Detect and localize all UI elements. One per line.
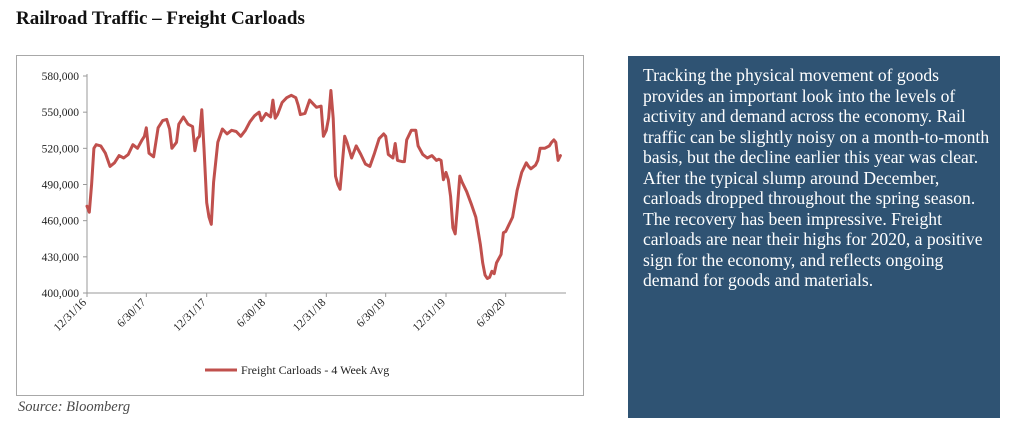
y-tick-label: 430,000	[42, 252, 80, 264]
y-tick-label: 460,000	[42, 216, 80, 228]
source-note: Source: Bloomberg	[18, 399, 131, 415]
x-tick-label: 6/30/20	[474, 296, 508, 330]
x-tick-label: 6/30/19	[354, 296, 388, 330]
commentary-panel: Tracking the physical movement of goods …	[628, 56, 1000, 418]
x-tick-label: 6/30/17	[115, 296, 149, 330]
y-tick-label: 550,000	[42, 107, 80, 119]
x-tick-label: 12/31/16	[52, 296, 90, 334]
legend-label: Freight Carloads - 4 Week Avg	[241, 363, 389, 377]
x-tick-label: 12/31/18	[291, 296, 329, 334]
x-tick-label: 12/31/17	[171, 296, 209, 334]
x-tick-label: 12/31/19	[411, 296, 449, 334]
page-title: Railroad Traffic – Freight Carloads	[16, 8, 305, 29]
series-line-freight-carloads	[85, 89, 562, 280]
x-tick-label: 6/30/18	[235, 296, 269, 330]
y-tick-label: 520,000	[42, 143, 80, 155]
y-tick-label: 400,000	[42, 288, 80, 300]
chart-container: 400,000 430,000 460,000 490,000 520,000 550,0…	[16, 55, 584, 396]
y-tick-label: 580,000	[42, 71, 80, 83]
y-tick-label: 490,000	[42, 180, 80, 192]
line-chart: 400,000 430,000 460,000 490,000 520,000 550,0…	[42, 71, 566, 377]
